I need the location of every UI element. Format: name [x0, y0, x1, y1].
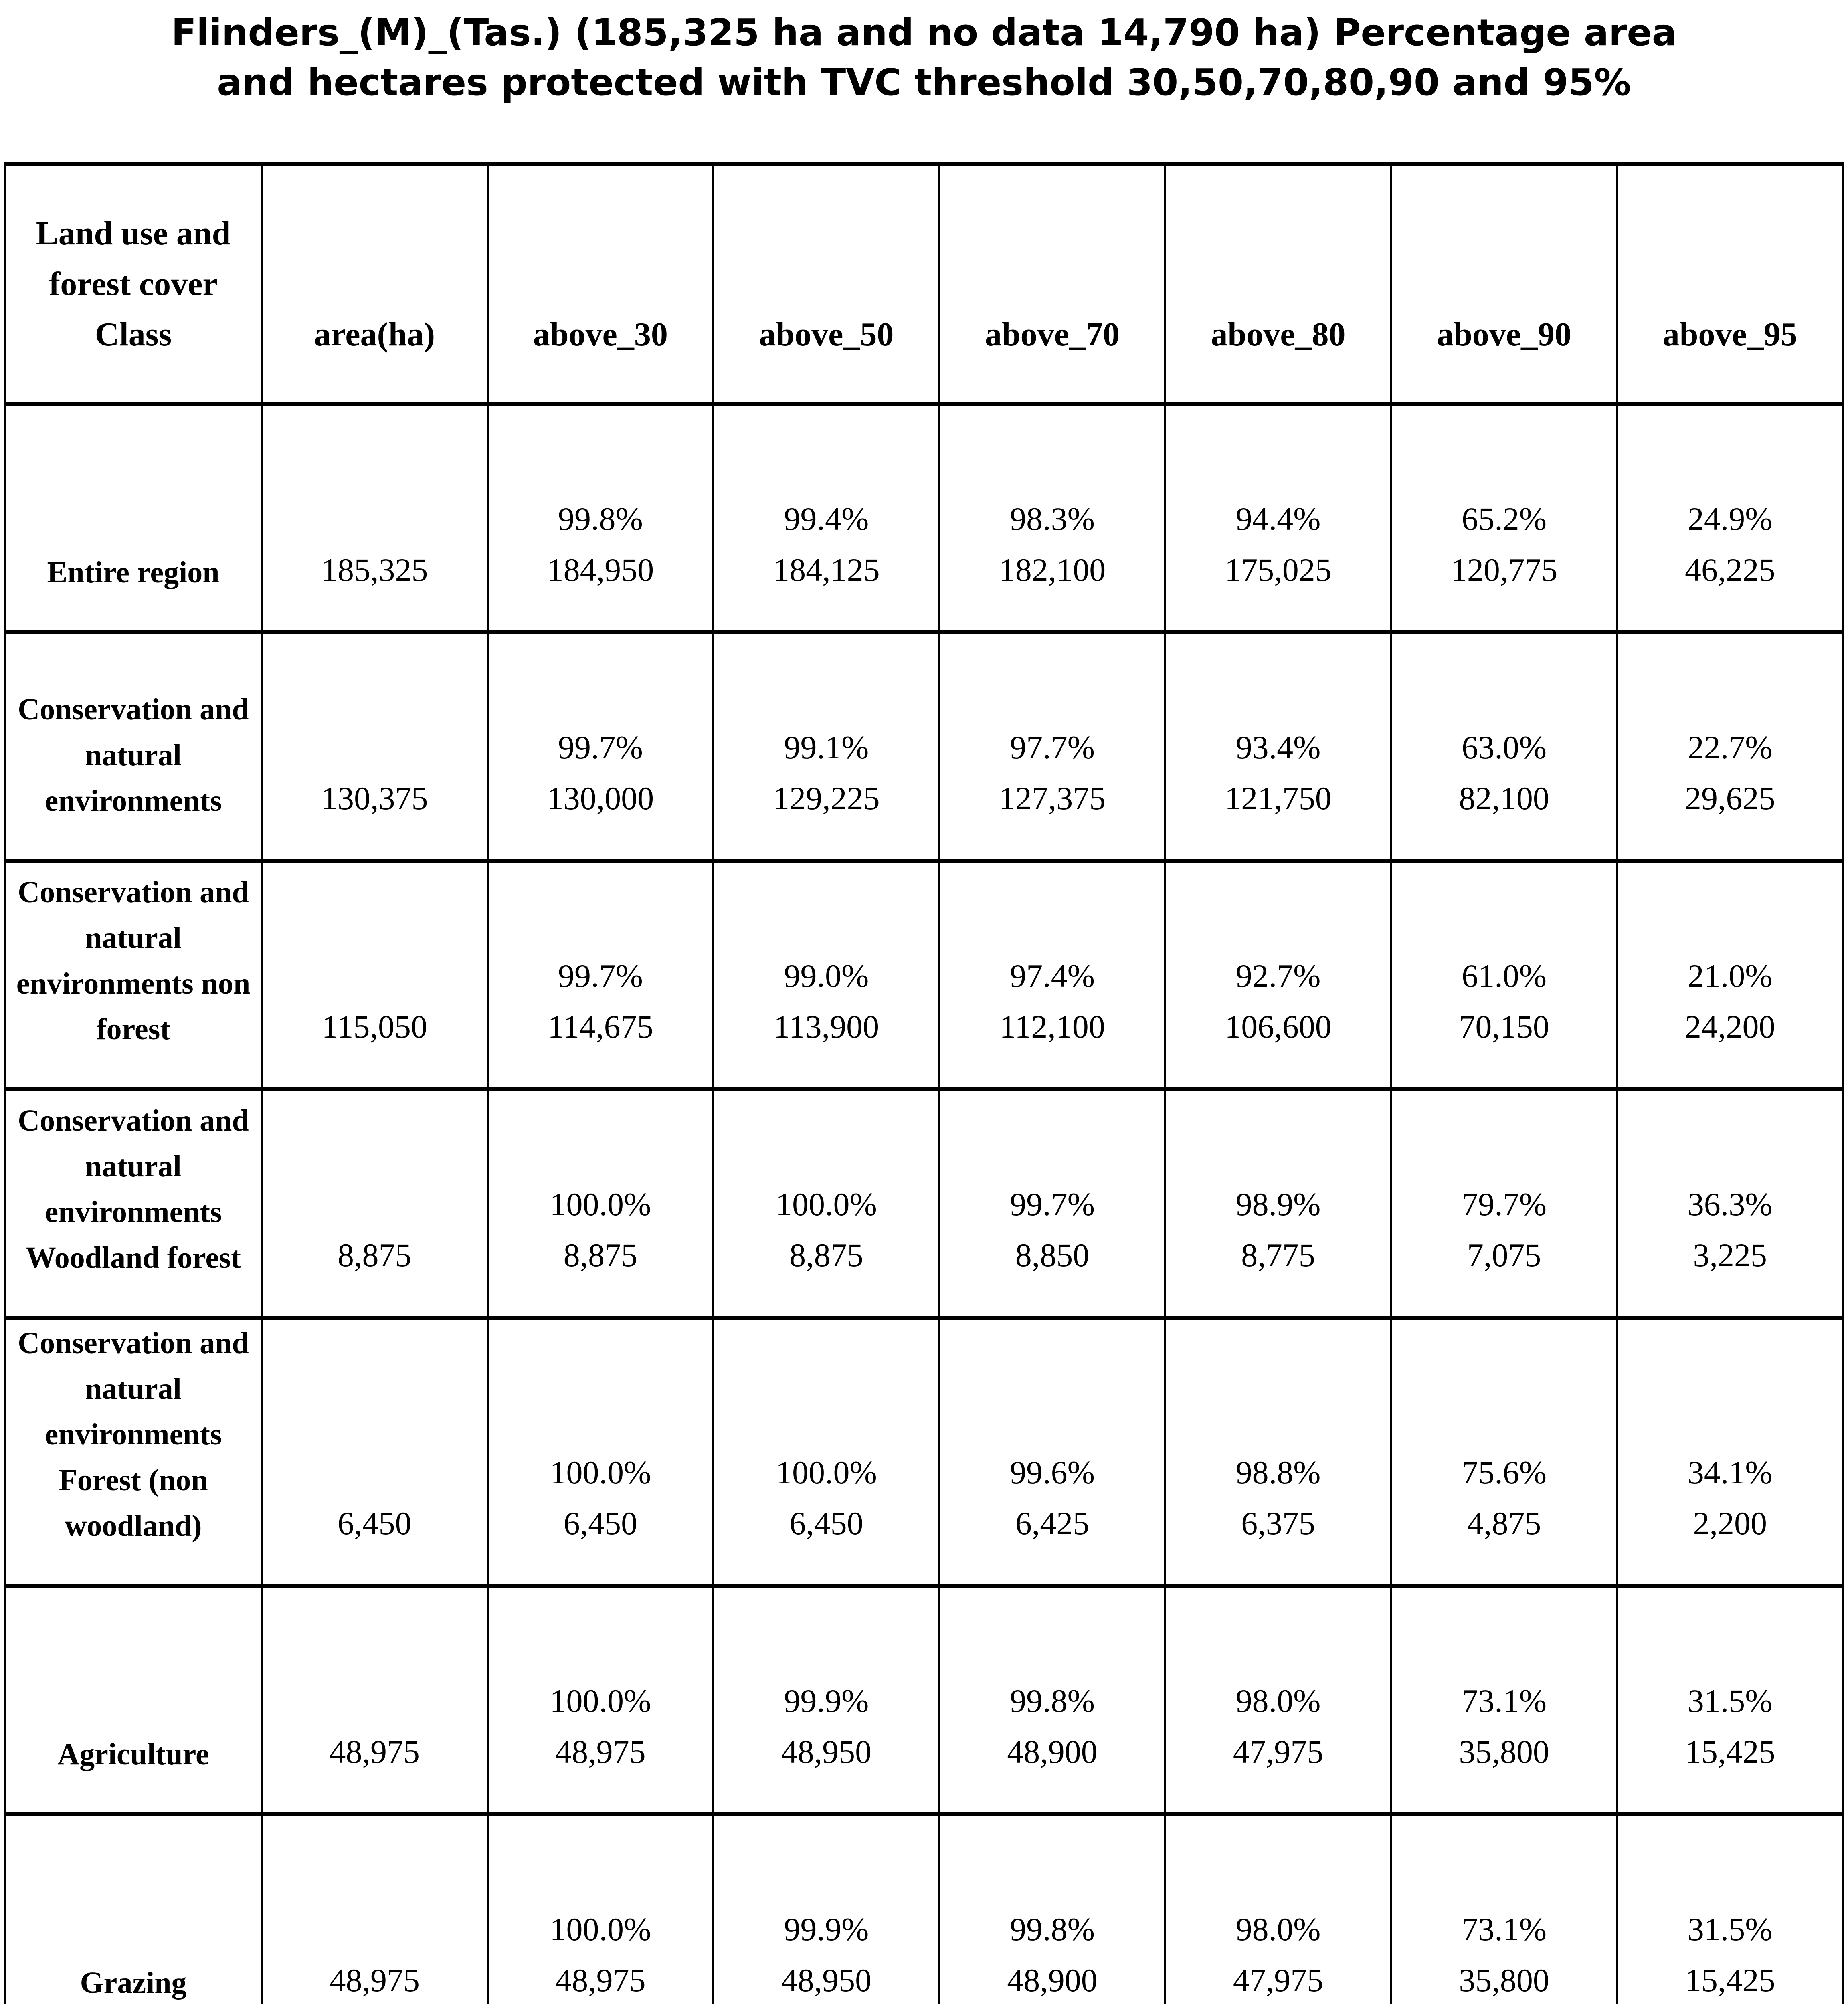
threshold-cell: 94.4% 175,025 — [1164, 402, 1392, 635]
table-row: Conservation and natural environments Woodl… — [4, 1087, 1844, 1320]
threshold-cell: 100.0% 6,450 — [486, 1316, 715, 1588]
area-cell: 8,875 — [261, 1087, 489, 1320]
threshold-cell: 24.9% 46,225 — [1616, 402, 1844, 635]
threshold-cell: 99.7% 130,000 — [486, 630, 715, 863]
area-cell: 48,975 — [261, 1584, 489, 1817]
threshold-cell: 98.0% 47,975 — [1164, 1812, 1392, 2004]
threshold-cell: 99.8% 48,900 — [938, 1584, 1167, 1817]
threshold-cell: 79.7% 7,075 — [1390, 1087, 1618, 1320]
threshold-cell: 100.0% 48,975 — [486, 1812, 715, 2004]
table-row: Grazing 48,975 100.0% 48,975 99.9% 48,950 99.8… — [4, 1812, 1844, 2004]
threshold-cell: 100.0% 6,450 — [712, 1316, 940, 1588]
threshold-cell: 34.1% 2,200 — [1616, 1316, 1844, 1588]
threshold-cell: 98.9% 8,775 — [1164, 1087, 1392, 1320]
threshold-cell: 22.7% 29,625 — [1616, 630, 1844, 863]
threshold-cell: 98.0% 47,975 — [1164, 1584, 1392, 1817]
threshold-cell: 99.0% 113,900 — [712, 859, 940, 1092]
area-cell: 48,975 — [261, 1812, 489, 2004]
threshold-cell: 99.7% 114,675 — [486, 859, 715, 1092]
col-header-above-90: above_90 — [1390, 162, 1618, 406]
threshold-cell: 99.8% 48,900 — [938, 1812, 1167, 2004]
table-body: Entire region 185,325 99.8% 184,950 99.4% 184… — [4, 402, 1844, 2004]
threshold-cell: 99.9% 48,950 — [712, 1812, 940, 2004]
col-header-area: area(ha) — [261, 162, 489, 406]
table-row: Conservation and natural environments 130,3… — [4, 630, 1844, 863]
threshold-cell: 100.0% 8,875 — [712, 1087, 940, 1320]
page-title-line1: Flinders_(M)_(Tas.) (185,325 ha and no d… — [171, 11, 1677, 54]
threshold-cell: 98.3% 182,100 — [938, 402, 1167, 635]
threshold-cell: 31.5% 15,425 — [1616, 1584, 1844, 1817]
table-row: Entire region 185,325 99.8% 184,950 99.4% 184… — [4, 402, 1844, 635]
threshold-cell: 99.6% 6,425 — [938, 1316, 1167, 1588]
page-title-line2: and hectares protected with TVC threshol… — [217, 61, 1631, 104]
threshold-cell: 99.9% 48,950 — [712, 1584, 940, 1817]
col-header-above-30: above_30 — [486, 162, 715, 406]
threshold-cell: 21.0% 24,200 — [1616, 859, 1844, 1092]
threshold-cell: 100.0% 48,975 — [486, 1584, 715, 1817]
col-header-above-70: above_70 — [938, 162, 1167, 406]
row-label: Grazing — [4, 1812, 263, 2004]
row-label: Agriculture — [4, 1584, 263, 1817]
area-cell: 185,325 — [261, 402, 489, 635]
area-cell: 6,450 — [261, 1316, 489, 1588]
threshold-cell: 97.7% 127,375 — [938, 630, 1167, 863]
col-header-above-80: above_80 — [1164, 162, 1392, 406]
threshold-cell: 31.5% 15,425 — [1616, 1812, 1844, 2004]
threshold-cell: 65.2% 120,775 — [1390, 402, 1618, 635]
threshold-cell: 92.7% 106,600 — [1164, 859, 1392, 1092]
row-label: Conservation and natural environments Woodl… — [4, 1087, 263, 1320]
table-row: Agriculture 48,975 100.0% 48,975 99.9% 48,950… — [4, 1584, 1844, 1817]
row-label: Conservation and natural environments Fores… — [4, 1316, 263, 1588]
threshold-cell: 99.4% 184,125 — [712, 402, 940, 635]
col-header-above-50: above_50 — [712, 162, 940, 406]
threshold-cell: 93.4% 121,750 — [1164, 630, 1392, 863]
threshold-cell: 63.0% 82,100 — [1390, 630, 1618, 863]
threshold-cell: 99.7% 8,850 — [938, 1087, 1167, 1320]
row-label: Conservation and natural environments non f… — [4, 859, 263, 1092]
table-row: Conservation and natural environments non f… — [4, 859, 1844, 1092]
threshold-cell: 73.1% 35,800 — [1390, 1584, 1618, 1817]
tvc-protection-table: Land use and forest cover Class area(ha)… — [4, 162, 1844, 2004]
col-header-landuse-class: Land use and forest cover Class — [4, 162, 263, 406]
threshold-cell: 100.0% 8,875 — [486, 1087, 715, 1320]
threshold-cell: 73.1% 35,800 — [1390, 1812, 1618, 2004]
area-cell: 130,375 — [261, 630, 489, 863]
area-cell: 115,050 — [261, 859, 489, 1092]
threshold-cell: 99.8% 184,950 — [486, 402, 715, 635]
threshold-cell: 98.8% 6,375 — [1164, 1316, 1392, 1588]
threshold-cell: 99.1% 129,225 — [712, 630, 940, 863]
col-header-above-95: above_95 — [1616, 162, 1844, 406]
threshold-cell: 97.4% 112,100 — [938, 859, 1167, 1092]
row-label: Conservation and natural environments — [4, 630, 263, 863]
page-title: Flinders_(M)_(Tas.) (185,325 ha and no d… — [0, 0, 1848, 107]
threshold-cell: 61.0% 70,150 — [1390, 859, 1618, 1092]
table-header-row: Land use and forest cover Class area(ha)… — [4, 162, 1844, 406]
table-row: Conservation and natural environments Fores… — [4, 1316, 1844, 1588]
threshold-cell: 36.3% 3,225 — [1616, 1087, 1844, 1320]
row-label: Entire region — [4, 402, 263, 635]
threshold-cell: 75.6% 4,875 — [1390, 1316, 1618, 1588]
